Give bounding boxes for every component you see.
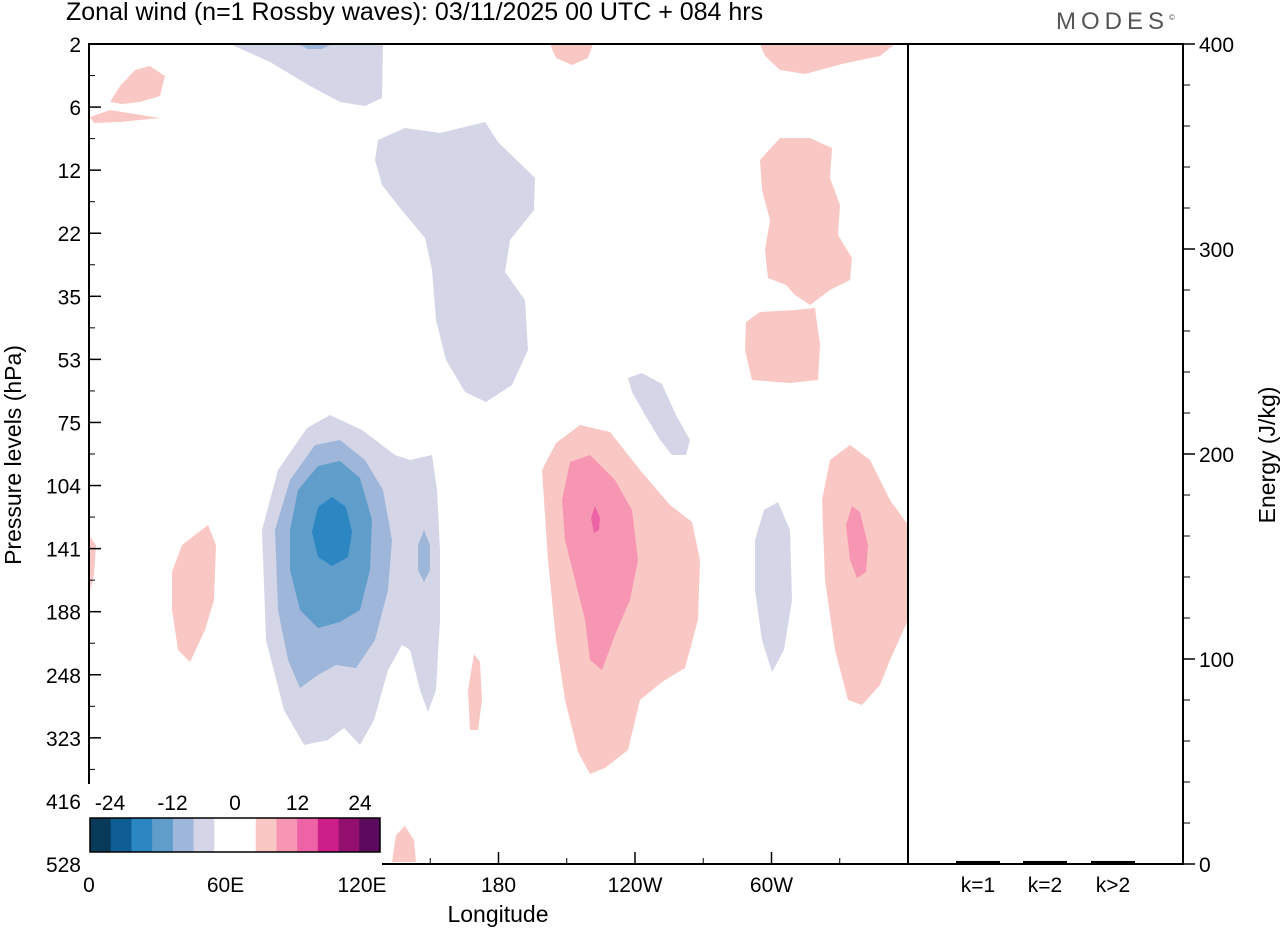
x-axis-ticks: 0 60E 120E 180 120W 60W [83,852,841,897]
contour-pos-leftstrip [90,110,160,123]
contour-neg-column [375,122,535,402]
energy-tick-label: 100 [1199,649,1234,672]
contour-pos-edge [89,535,96,595]
colorbar-swatch [172,818,195,852]
y-tick-label: 104 [46,476,81,499]
y-tick-label: 528 [46,854,81,877]
y-tick-label: 416 [46,791,81,814]
colorbar-swatch [110,818,132,852]
energy-tick-label: 0 [1199,854,1211,877]
colorbar-swatch [276,818,298,852]
contour-pos-thin [468,654,482,730]
energy-category-label: k=2 [1028,874,1062,897]
energy-bars: k=1 k=2 k>2 [956,860,1135,897]
colorbar-swatch [214,818,236,852]
y-tick-label: 75 [58,412,81,435]
colorbar-tick-label: 12 [286,792,309,815]
y-tick-label: 188 [46,602,81,625]
y-tick-label: 22 [58,223,81,246]
colorbar-tick-label: -12 [157,792,187,815]
y-tick-label: 2 [69,34,81,57]
x-tick-label: 60E [207,874,244,897]
contour-pos-top-right [760,44,895,74]
contour-neg-right [755,502,792,672]
y-tick-label: 6 [69,97,81,120]
colorbar-swatch [297,818,319,852]
energy-category-label: k>2 [1096,874,1130,897]
colorbar-tick-label: 24 [348,792,372,815]
contour-pos-main-band [562,455,638,670]
colorbar: -24 -12 0 12 24 [88,784,382,866]
energy-bar [1023,860,1067,863]
energy-axis-title: Energy (J/kg) [1254,387,1280,524]
y-tick-label: 323 [46,728,81,751]
chart-title: Zonal wind (n=1 Rossby waves): 03/11/202… [66,0,764,26]
x-tick-label: 180 [481,874,516,897]
y-tick-label: 141 [46,539,81,562]
x-axis-title: Longitude [447,901,548,927]
contour-field [89,44,908,862]
colorbar-swatch [152,818,174,852]
contour-neg-core [312,497,352,566]
y-tick-label: 35 [58,286,81,309]
contour-pos-topleft [110,66,165,104]
x-tick-label: 120E [337,874,386,897]
contour-pos-column-base [745,308,820,383]
contour-pos-top-mid [550,44,593,65]
y-tick-label: 248 [46,665,81,688]
colorbar-swatch [317,818,340,852]
colorbar-swatch [90,818,112,852]
colorbar-tick-label: 0 [229,792,241,815]
colorbar-swatch [235,818,257,852]
x-tick-label: 60W [750,874,793,897]
contour-pos-right [822,445,908,705]
energy-frame [907,43,1184,865]
contour-pos-column [760,138,852,305]
contour-neg-top [230,44,383,106]
colorbar-tick-label: -24 [95,792,126,815]
contour-neg-small [628,373,690,455]
colorbar-frame [89,817,381,853]
y-axis-title: Pressure levels (hPa) [0,345,26,565]
contour-pos-main-core [591,506,600,533]
energy-tick-label: 400 [1199,34,1234,57]
modes-logo: MODES© [1056,8,1175,35]
energy-bar [956,860,1000,863]
x-tick-label: 120W [608,874,663,897]
contour-neg-top-core [298,44,332,49]
energy-tick-label: 300 [1199,239,1234,262]
energy-bar [1091,860,1135,863]
contour-pos-bottom [392,826,416,862]
y-tick-label: 53 [58,349,81,372]
colorbar-swatch [193,818,215,852]
x-tick-label: 0 [83,874,95,897]
colorbar-swatch [255,818,277,852]
y-tick-label: 12 [58,160,81,183]
energy-axis-ticks: 0 100 200 300 400 [1183,34,1234,877]
y-axis-ticks: 2 6 12 22 35 53 75 104 141 188 248 323 416 528 [46,34,101,877]
contour-neg-blob [418,530,430,582]
energy-category-label: k=1 [961,874,995,897]
colorbar-swatch [359,818,381,852]
energy-tick-label: 200 [1199,444,1234,467]
contour-pos-right-core [846,506,868,578]
colorbar-swatch [131,818,153,852]
contour-pos-leftmid [172,525,216,662]
colorbar-swatch [338,818,360,852]
